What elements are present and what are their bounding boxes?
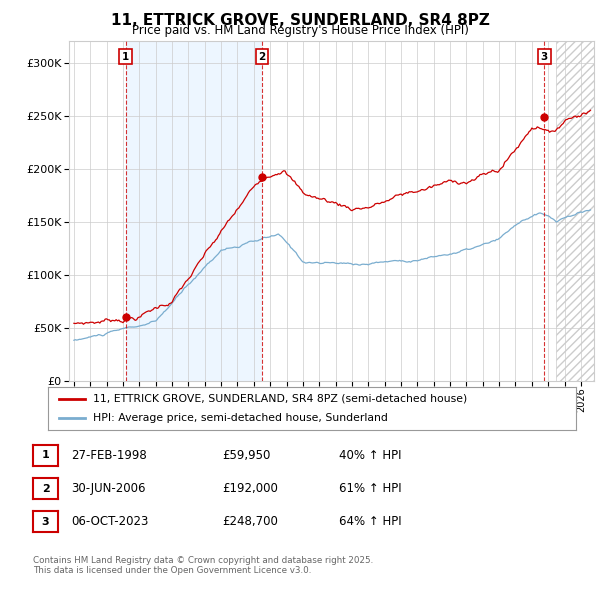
Text: 06-OCT-2023: 06-OCT-2023 [71, 515, 148, 528]
Text: 11, ETTRICK GROVE, SUNDERLAND, SR4 8PZ: 11, ETTRICK GROVE, SUNDERLAND, SR4 8PZ [110, 13, 490, 28]
Text: 1: 1 [122, 51, 129, 61]
Text: HPI: Average price, semi-detached house, Sunderland: HPI: Average price, semi-detached house,… [93, 413, 388, 423]
Text: 61% ↑ HPI: 61% ↑ HPI [339, 482, 401, 495]
Text: Contains HM Land Registry data © Crown copyright and database right 2025.
This d: Contains HM Land Registry data © Crown c… [33, 556, 373, 575]
Text: £59,950: £59,950 [222, 449, 271, 462]
Text: £248,700: £248,700 [222, 515, 278, 528]
Text: Price paid vs. HM Land Registry's House Price Index (HPI): Price paid vs. HM Land Registry's House … [131, 24, 469, 37]
Text: 64% ↑ HPI: 64% ↑ HPI [339, 515, 401, 528]
Text: 3: 3 [541, 51, 548, 61]
Text: 27-FEB-1998: 27-FEB-1998 [71, 449, 146, 462]
Text: 3: 3 [42, 517, 49, 526]
Text: 40% ↑ HPI: 40% ↑ HPI [339, 449, 401, 462]
Text: £192,000: £192,000 [222, 482, 278, 495]
Text: 2: 2 [42, 484, 49, 493]
Text: 1: 1 [42, 451, 49, 460]
Bar [125, 41, 262, 381]
Text: 11, ETTRICK GROVE, SUNDERLAND, SR4 8PZ (semi-detached house): 11, ETTRICK GROVE, SUNDERLAND, SR4 8PZ (… [93, 394, 467, 404]
Bar [556, 41, 594, 381]
Text: 2: 2 [259, 51, 266, 61]
Text: 30-JUN-2006: 30-JUN-2006 [71, 482, 145, 495]
